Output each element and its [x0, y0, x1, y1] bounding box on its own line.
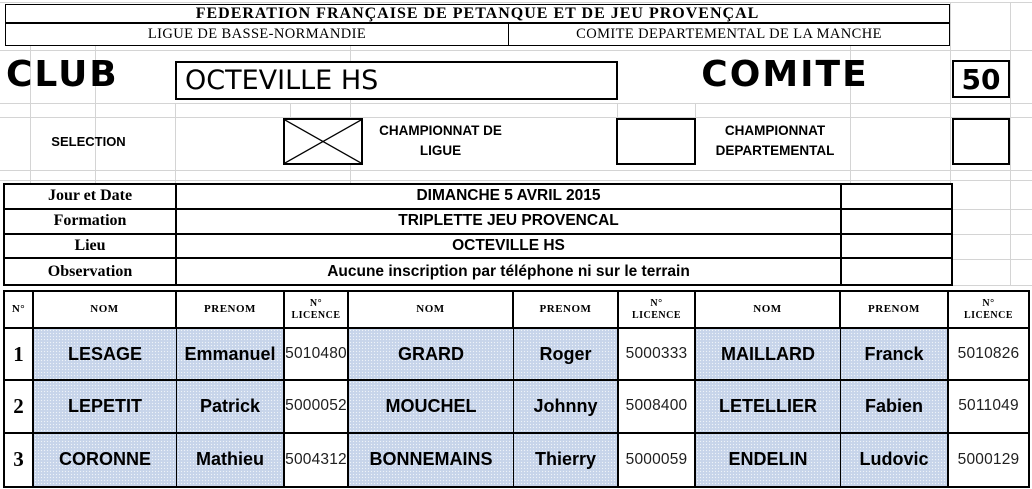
- player-prenom-cell[interactable]: Thierry: [514, 433, 619, 486]
- gridline: [0, 117, 1032, 118]
- col-header-licence: N° LICENCE: [619, 292, 696, 329]
- player-licence-cell[interactable]: 5008400: [619, 381, 696, 434]
- info-extra-cell[interactable]: [842, 235, 951, 260]
- gridline: [0, 103, 1032, 104]
- info-value[interactable]: DIMANCHE 5 AVRIL 2015: [177, 185, 842, 210]
- info-value[interactable]: TRIPLETTE JEU PROVENCAL: [177, 209, 842, 235]
- player-licence-cell[interactable]: 5004312: [285, 433, 349, 486]
- gridline: [95, 46, 96, 183]
- player-nom-cell[interactable]: GRARD: [349, 329, 514, 382]
- players-table: N° NOM PRENOM N° LICENCE NOM PRENOM N° LIC…: [3, 290, 1030, 488]
- player-nom-cell[interactable]: BONNEMAINS: [349, 433, 514, 486]
- player-prenom-cell[interactable]: Johnny: [514, 381, 619, 434]
- player-nom-cell[interactable]: LESAGE: [34, 329, 177, 382]
- gridline: [950, 2, 951, 183]
- club-name-field[interactable]: OCTEVILLE HS: [175, 61, 618, 100]
- info-value[interactable]: Aucune inscription par téléphone ni sur …: [177, 259, 842, 284]
- col-header-nom: NOM: [696, 292, 841, 329]
- gridline: [290, 103, 291, 117]
- federation-title: FEDERATION FRANÇAISE DE PETANQUE ET DE J…: [5, 4, 950, 23]
- player-prenom-cell[interactable]: Franck: [841, 329, 949, 382]
- gridline: [952, 259, 1032, 260]
- player-nom-cell[interactable]: LEPETIT: [34, 381, 177, 434]
- comite-departemental-title: COMITE DEPARTEMENTAL DE LA MANCHE: [576, 26, 882, 42]
- info-label: Jour et Date: [5, 185, 177, 210]
- col-header-prenom: PRENOM: [514, 292, 619, 329]
- gridline: [0, 180, 1032, 181]
- info-label: Observation: [5, 259, 177, 284]
- gridline: [175, 103, 176, 183]
- col-header-nom: NOM: [34, 292, 177, 329]
- gridline: [0, 50, 1032, 51]
- row-number: 3: [5, 433, 34, 486]
- col-header-prenom: PRENOM: [177, 292, 285, 329]
- gridline: [617, 103, 618, 117]
- subheader-row: LIGUE DE BASSE-NORMANDIE COMITE DEPARTEM…: [5, 23, 950, 46]
- row-number: 1: [5, 329, 34, 382]
- col-header-num: N°: [5, 292, 34, 329]
- gridline: [952, 285, 1032, 286]
- gridline: [0, 2, 1032, 3]
- player-nom-cell[interactable]: CORONNE: [34, 433, 177, 486]
- player-licence-cell[interactable]: 5010480: [285, 329, 349, 382]
- col-header-licence: N° LICENCE: [949, 292, 1028, 329]
- selection-checkbox-ligue[interactable]: [283, 118, 363, 165]
- gridline: [952, 234, 1032, 235]
- info-value[interactable]: OCTEVILLE HS: [177, 234, 842, 260]
- player-nom-cell[interactable]: MOUCHEL: [349, 381, 514, 434]
- player-prenom-cell[interactable]: Mathieu: [177, 433, 285, 486]
- row-number: 2: [5, 381, 34, 434]
- player-nom-cell[interactable]: LETELLIER: [696, 381, 841, 434]
- player-licence-cell[interactable]: 5000129: [949, 433, 1028, 486]
- ligue-title: LIGUE DE BASSE-NORMANDIE: [6, 24, 509, 45]
- player-licence-cell[interactable]: 5000333: [619, 329, 696, 382]
- col-header-prenom: PRENOM: [841, 292, 949, 329]
- championnat-departemental-label: CHAMPIONNAT DEPARTEMENTAL: [715, 123, 835, 158]
- gridline: [30, 46, 31, 183]
- gridline: [695, 103, 696, 117]
- gridline: [1010, 2, 1011, 285]
- info-extra-cell[interactable]: [842, 259, 951, 284]
- col-header-licence: N° LICENCE: [285, 292, 349, 329]
- gridline: [350, 46, 351, 183]
- player-prenom-cell[interactable]: Patrick: [177, 381, 285, 434]
- player-licence-cell[interactable]: 5010826: [949, 329, 1028, 382]
- info-label: Lieu: [5, 234, 177, 260]
- selection-checkbox-departemental[interactable]: [616, 118, 696, 165]
- player-nom-cell[interactable]: ENDELIN: [696, 433, 841, 486]
- player-licence-cell[interactable]: 5000052: [285, 381, 349, 434]
- player-prenom-cell[interactable]: Fabien: [841, 381, 949, 434]
- player-prenom-cell[interactable]: Ludovic: [841, 433, 949, 486]
- gridline: [850, 46, 851, 183]
- championnat-ligue-label: CHAMPIONNAT DE LIGUE: [379, 123, 502, 158]
- x-mark-icon: [285, 120, 361, 163]
- player-prenom-cell[interactable]: Emmanuel: [177, 329, 285, 382]
- col-header-nom: NOM: [349, 292, 514, 329]
- gridline: [952, 209, 1032, 210]
- player-licence-cell[interactable]: 5011049: [949, 381, 1028, 434]
- comite-number-field[interactable]: 50: [952, 60, 1010, 98]
- info-extra-cell[interactable]: [842, 210, 951, 235]
- gridline: [0, 170, 1032, 171]
- info-label: Formation: [5, 209, 177, 235]
- comite-label: COMITE: [701, 54, 869, 95]
- club-label: CLUB: [6, 54, 119, 95]
- player-licence-cell[interactable]: 5000059: [619, 433, 696, 486]
- player-nom-cell[interactable]: MAILLARD: [696, 329, 841, 382]
- selection-extra-box[interactable]: [952, 118, 1010, 165]
- details-table: Jour et Date DIMANCHE 5 AVRIL 2015 Forma…: [3, 183, 953, 286]
- selection-label: SELECTION: [51, 134, 126, 149]
- info-extra-cell[interactable]: [842, 185, 951, 210]
- player-prenom-cell[interactable]: Roger: [514, 329, 619, 382]
